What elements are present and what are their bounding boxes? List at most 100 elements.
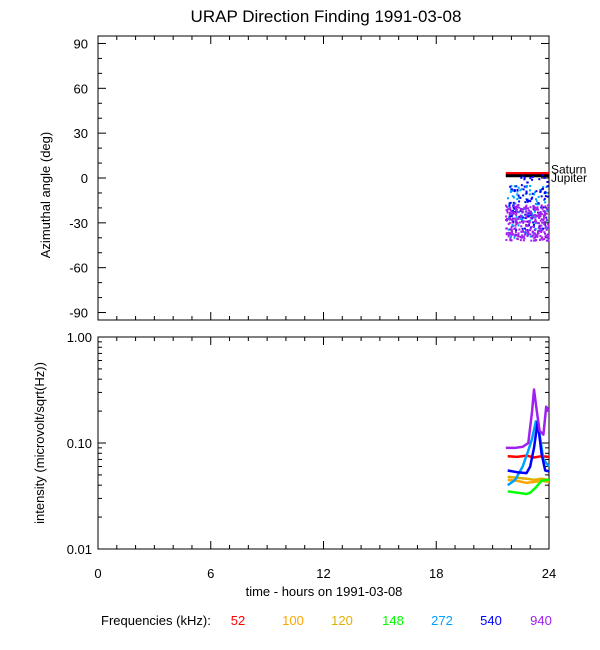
azimuth-point-540 [546, 195, 549, 198]
azimuth-point-940 [538, 211, 541, 214]
azimuth-point-940 [539, 214, 542, 217]
azimuth-point-940 [520, 216, 523, 219]
y-tick-label: 0.10 [67, 436, 92, 451]
azimuth-point-272 [520, 188, 523, 191]
azimuth-point-540 [527, 224, 530, 227]
azimuth-point-940 [514, 230, 517, 233]
azimuth-point-272 [517, 224, 520, 227]
x-tick-label: 0 [94, 566, 101, 581]
azimuth-point-940 [539, 212, 542, 215]
azimuth-point-940 [544, 227, 547, 230]
azimuth-point-940 [539, 234, 542, 237]
azimuth-point-940 [532, 214, 535, 217]
azimuth-point-940 [543, 213, 546, 216]
azimuth-point-540 [522, 194, 525, 197]
azimuth-point-940 [546, 208, 549, 211]
azimuth-point-272 [513, 196, 516, 199]
azimuth-point-540 [531, 217, 534, 220]
azimuth-point-940 [529, 216, 532, 219]
azimuth-point-540 [524, 201, 527, 204]
intensity-axis-label: intensity (microvolt/sqrt(Hz)) [32, 362, 47, 524]
azimuth-point-272 [529, 185, 532, 188]
azimuth-point-940 [517, 235, 520, 238]
azimuth-point-272 [536, 203, 539, 206]
azimuth-point-272 [510, 184, 513, 187]
azimuth-point-940 [545, 212, 548, 215]
azimuth-point-940 [536, 235, 539, 238]
azimuth-point-272 [535, 198, 538, 201]
azimuth-point-940 [546, 233, 549, 236]
azimuth-point-940 [510, 210, 513, 213]
azimuth-point-540 [531, 196, 534, 199]
azimuth-point-940 [543, 238, 546, 241]
intensity-axis-ticks: 1.00 0.10 0.010 6 12 18 24 [67, 330, 557, 581]
azimuth-point-540 [508, 202, 511, 205]
azimuth-point-940 [517, 217, 520, 220]
azimuth-point-940 [504, 204, 507, 207]
azimuth-point-940 [534, 206, 537, 209]
azimuth-point-940 [533, 208, 536, 211]
azimuth-point-940 [510, 229, 513, 232]
azimuth-point-540 [543, 192, 546, 195]
azimuth-point-272 [516, 193, 519, 196]
azimuth-point-540 [526, 198, 529, 201]
azimuth-point-940 [547, 235, 550, 238]
azimuth-point-940 [515, 212, 518, 215]
azimuth-point-940 [514, 234, 517, 237]
azimuth-point-940 [547, 239, 550, 242]
azimuth-point-540 [532, 221, 535, 224]
azimuth-point-940 [533, 237, 536, 240]
azimuth-point-272 [542, 186, 545, 189]
azimuth-point-940 [532, 225, 535, 228]
legend-item-52: 52 [231, 613, 245, 628]
azimuth-point-940 [539, 219, 542, 222]
azimuth-point-940 [534, 239, 537, 242]
intensity-series-148 [507, 478, 550, 496]
azimuth-point-940 [505, 209, 508, 212]
intensity-series-540 [507, 420, 550, 475]
azimuth-plot-frame [97, 35, 550, 321]
azimuth-point-940 [526, 207, 529, 210]
azimuth-point-940 [512, 233, 515, 236]
azimuth-point-940 [511, 221, 514, 224]
azimuth-point-540 [521, 220, 524, 223]
azimuth-point-940 [505, 233, 508, 236]
x-tick-label: 6 [207, 566, 214, 581]
azimuth-point-272 [507, 197, 510, 200]
azimuth-point-940 [529, 229, 532, 232]
azimuth-point-940 [529, 206, 532, 209]
azimuth-point-940 [509, 237, 512, 240]
azimuth-point-540 [512, 201, 515, 204]
legend-item-940: 940 [530, 613, 552, 628]
frequency-legend: Frequencies (kHz): 52 100 120 148 272 540 940 [101, 613, 552, 628]
legend-item-148: 148 [382, 613, 404, 628]
azimuth-point-940 [516, 222, 519, 225]
azimuth-point-540 [531, 178, 534, 181]
azimuth-point-540 [531, 192, 534, 195]
azimuth-point-940 [544, 225, 547, 228]
azimuth-point-940 [526, 230, 529, 233]
azimuth-point-940 [518, 206, 521, 209]
azimuth-point-540 [512, 206, 515, 209]
azimuth-point-540 [525, 192, 528, 195]
azimuth-point-272 [529, 219, 532, 222]
azimuth-point-940 [516, 206, 519, 209]
azimuth-point-940 [546, 236, 549, 239]
azimuth-point-272 [511, 189, 514, 192]
azimuth-point-940 [543, 223, 546, 226]
azimuth-point-940 [509, 208, 512, 211]
azimuth-point-940 [543, 211, 546, 214]
azimuth-point-940 [507, 208, 510, 211]
azimuth-point-540 [546, 185, 549, 188]
azimuth-point-272 [533, 216, 536, 219]
azimuth-point-940 [514, 205, 517, 208]
azimuth-point-940 [545, 228, 548, 231]
azimuth-point-940 [544, 220, 547, 223]
azimuth-point-272 [545, 186, 548, 189]
azimuth-point-272 [529, 235, 532, 238]
azimuth-point-272 [510, 235, 513, 238]
legend-label: Frequencies (kHz): [101, 613, 211, 628]
azimuth-point-272 [525, 186, 528, 189]
